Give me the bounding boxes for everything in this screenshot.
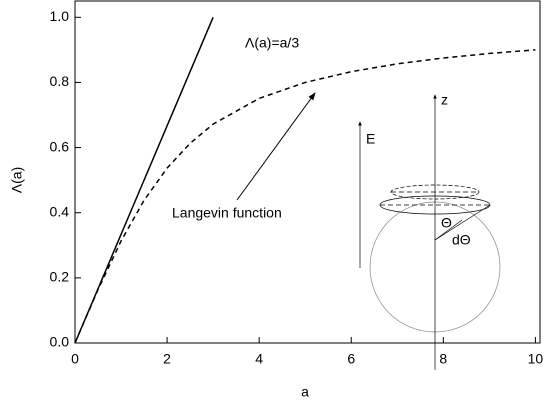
x-tick-label: 6: [347, 351, 355, 367]
y-tick-label: 0.2: [50, 269, 70, 285]
series-line: [74, 49, 536, 344]
y-axis-label: Λ(a): [9, 167, 25, 193]
y-tick-label: 1.0: [50, 8, 70, 24]
plot-frame: [74, 0, 541, 344]
inset-diagram: [358, 94, 501, 370]
series-line: [74, 16, 214, 344]
inset-label: dΘ: [452, 232, 471, 248]
y-tick-label: 0.4: [50, 203, 70, 219]
y-tick-label: 0.8: [50, 73, 70, 89]
annotation-arrow: [236, 92, 316, 201]
x-tick-label: 10: [528, 351, 544, 367]
y-tick-label: 0.0: [50, 334, 70, 350]
radius: [434, 219, 463, 241]
inset-label: Θ: [441, 215, 452, 231]
x-axis-label: a: [301, 384, 309, 400]
x-tick-label: 2: [163, 351, 171, 367]
inset-label: E: [366, 131, 375, 147]
annotation: Λ(a)=a/3: [245, 35, 299, 51]
radius: [434, 204, 491, 241]
annotation: Langevin function: [172, 205, 282, 221]
x-tick-label: 0: [71, 351, 79, 367]
x-tick-label: 4: [255, 351, 263, 367]
x-tick-label: 8: [439, 351, 447, 367]
y-tick-label: 0.6: [50, 138, 70, 154]
inset-label: z: [441, 92, 448, 108]
